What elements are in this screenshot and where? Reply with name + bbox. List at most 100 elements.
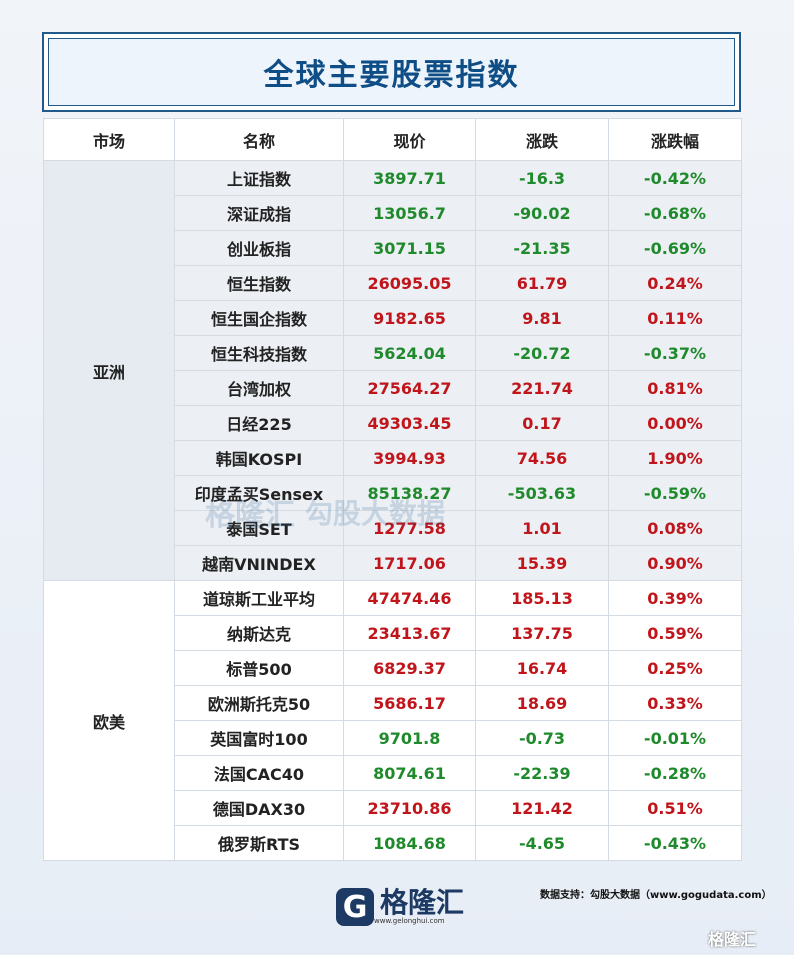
- change-cell: 185.13: [475, 580, 609, 616]
- pct-cell: 0.51%: [608, 790, 742, 826]
- title-box: 全球主要股票指数: [42, 32, 741, 112]
- change-cell: -22.39: [475, 755, 609, 791]
- index-name: 英国富时100: [174, 720, 344, 756]
- pct-cell: 1.90%: [608, 440, 742, 476]
- pct-cell: 0.11%: [608, 300, 742, 336]
- price-cell: 9182.65: [343, 300, 476, 336]
- change-cell: -4.65: [475, 825, 609, 861]
- table-row: 德国DAX30 23710.86 121.42 0.51%: [44, 790, 742, 826]
- change-cell: -503.63: [475, 475, 609, 511]
- index-name: 台湾加权: [174, 370, 344, 406]
- change-cell: 1.01: [475, 510, 609, 546]
- index-name: 恒生科技指数: [174, 335, 344, 371]
- price-cell: 49303.45: [343, 405, 476, 441]
- change-cell: -20.72: [475, 335, 609, 371]
- logo-text: 格隆汇: [380, 886, 465, 919]
- table-row: 深证成指 13056.7 -90.02 -0.68%: [44, 195, 742, 231]
- pct-cell: 0.24%: [608, 265, 742, 301]
- data-source: 数据支持：勾股大数据（www.gogudata.com）: [540, 890, 772, 901]
- price-cell: 3071.15: [343, 230, 476, 266]
- pct-cell: 0.81%: [608, 370, 742, 406]
- logo-url: www.gelonghui.com: [374, 917, 445, 925]
- price-cell: 5686.17: [343, 685, 476, 721]
- change-cell: 221.74: [475, 370, 609, 406]
- table-row: 标普500 6829.37 16.74 0.25%: [44, 650, 742, 686]
- header-pct: 涨跌幅: [608, 118, 742, 161]
- page-title: 全球主要股票指数: [48, 38, 735, 106]
- change-cell: 61.79: [475, 265, 609, 301]
- index-name: 俄罗斯RTS: [174, 825, 344, 861]
- pct-cell: 0.25%: [608, 650, 742, 686]
- table-row: 恒生国企指数 9182.65 9.81 0.11%: [44, 300, 742, 336]
- table-row: 法国CAC40 8074.61 -22.39 -0.28%: [44, 755, 742, 791]
- table-row: 英国富时100 9701.8 -0.73 -0.01%: [44, 720, 742, 756]
- pct-cell: 0.08%: [608, 510, 742, 546]
- table-header-row: 市场 名称 现价 涨跌 涨跌幅: [43, 118, 742, 161]
- change-cell: 137.75: [475, 615, 609, 651]
- pct-cell: -0.59%: [608, 475, 742, 511]
- pct-cell: 0.59%: [608, 615, 742, 651]
- index-name: 法国CAC40: [174, 755, 344, 791]
- price-cell: 23413.67: [343, 615, 476, 651]
- table-row: 欧洲斯托克50 5686.17 18.69 0.33%: [44, 685, 742, 721]
- pct-cell: -0.28%: [608, 755, 742, 791]
- change-cell: -0.73: [475, 720, 609, 756]
- header-name: 名称: [174, 118, 344, 161]
- pct-cell: -0.01%: [608, 720, 742, 756]
- pct-cell: 0.00%: [608, 405, 742, 441]
- index-name: 恒生指数: [174, 265, 344, 301]
- change-cell: 18.69: [475, 685, 609, 721]
- change-cell: -90.02: [475, 195, 609, 231]
- index-name: 日经225: [174, 405, 344, 441]
- pct-cell: -0.43%: [608, 825, 742, 861]
- pct-cell: 0.39%: [608, 580, 742, 616]
- price-cell: 23710.86: [343, 790, 476, 826]
- index-name: 韩国KOSPI: [174, 440, 344, 476]
- table-row: 日经225 49303.45 0.17 0.00%: [44, 405, 742, 441]
- index-name: 印度孟买Sensex: [174, 475, 344, 511]
- index-name: 深证成指: [174, 195, 344, 231]
- table-row: 台湾加权 27564.27 221.74 0.81%: [44, 370, 742, 406]
- index-name: 标普500: [174, 650, 344, 686]
- change-cell: -21.35: [475, 230, 609, 266]
- price-cell: 27564.27: [343, 370, 476, 406]
- table-row: 欧美 道琼斯工业平均 47474.46 185.13 0.39%: [43, 580, 742, 861]
- price-cell: 8074.61: [343, 755, 476, 791]
- price-cell: 26095.05: [343, 265, 476, 301]
- header-change: 涨跌: [475, 118, 609, 161]
- footer-logo: G 格隆汇 www.gelonghui.com: [336, 888, 464, 926]
- price-cell: 1717.06: [343, 545, 476, 581]
- market-cell: 亚洲: [43, 160, 175, 581]
- price-cell: 5624.04: [343, 335, 476, 371]
- index-table: 市场 名称 现价 涨跌 涨跌幅 亚洲 上证指数 3897.71 -16.3 -0.42%…: [43, 118, 742, 861]
- index-name: 道琼斯工业平均: [174, 580, 344, 616]
- index-name: 德国DAX30: [174, 790, 344, 826]
- price-cell: 1084.68: [343, 825, 476, 861]
- table-row: 亚洲 上证指数 3897.71 -16.3 -0.42%: [43, 160, 742, 581]
- price-cell: 9701.8: [343, 720, 476, 756]
- header-market: 市场: [43, 118, 175, 161]
- table-row: 纳斯达克 23413.67 137.75 0.59%: [44, 615, 742, 651]
- price-cell: 3994.93: [343, 440, 476, 476]
- table-row: 泰国SET 1277.58 1.01 0.08%: [44, 510, 742, 546]
- pct-cell: -0.37%: [608, 335, 742, 371]
- price-cell: 3897.71: [343, 160, 476, 196]
- table-row: 韩国KOSPI 3994.93 74.56 1.90%: [44, 440, 742, 476]
- pct-cell: -0.68%: [608, 195, 742, 231]
- market-cell: 欧美: [43, 580, 175, 861]
- index-name: 恒生国企指数: [174, 300, 344, 336]
- corner-watermark: 格隆汇: [708, 930, 757, 949]
- pct-cell: 0.90%: [608, 545, 742, 581]
- header-price: 现价: [343, 118, 476, 161]
- logo-icon: G: [336, 888, 374, 926]
- price-cell: 1277.58: [343, 510, 476, 546]
- change-cell: 15.39: [475, 545, 609, 581]
- table-row: 印度孟买Sensex 85138.27 -503.63 -0.59%: [44, 475, 742, 511]
- table-row: 恒生指数 26095.05 61.79 0.24%: [44, 265, 742, 301]
- index-name: 泰国SET: [174, 510, 344, 546]
- table-body: 亚洲 上证指数 3897.71 -16.3 -0.42% 深证成指 13056.7 -90.0…: [43, 160, 742, 861]
- change-cell: 121.42: [475, 790, 609, 826]
- index-name: 越南VNINDEX: [174, 545, 344, 581]
- change-cell: 16.74: [475, 650, 609, 686]
- change-cell: 0.17: [475, 405, 609, 441]
